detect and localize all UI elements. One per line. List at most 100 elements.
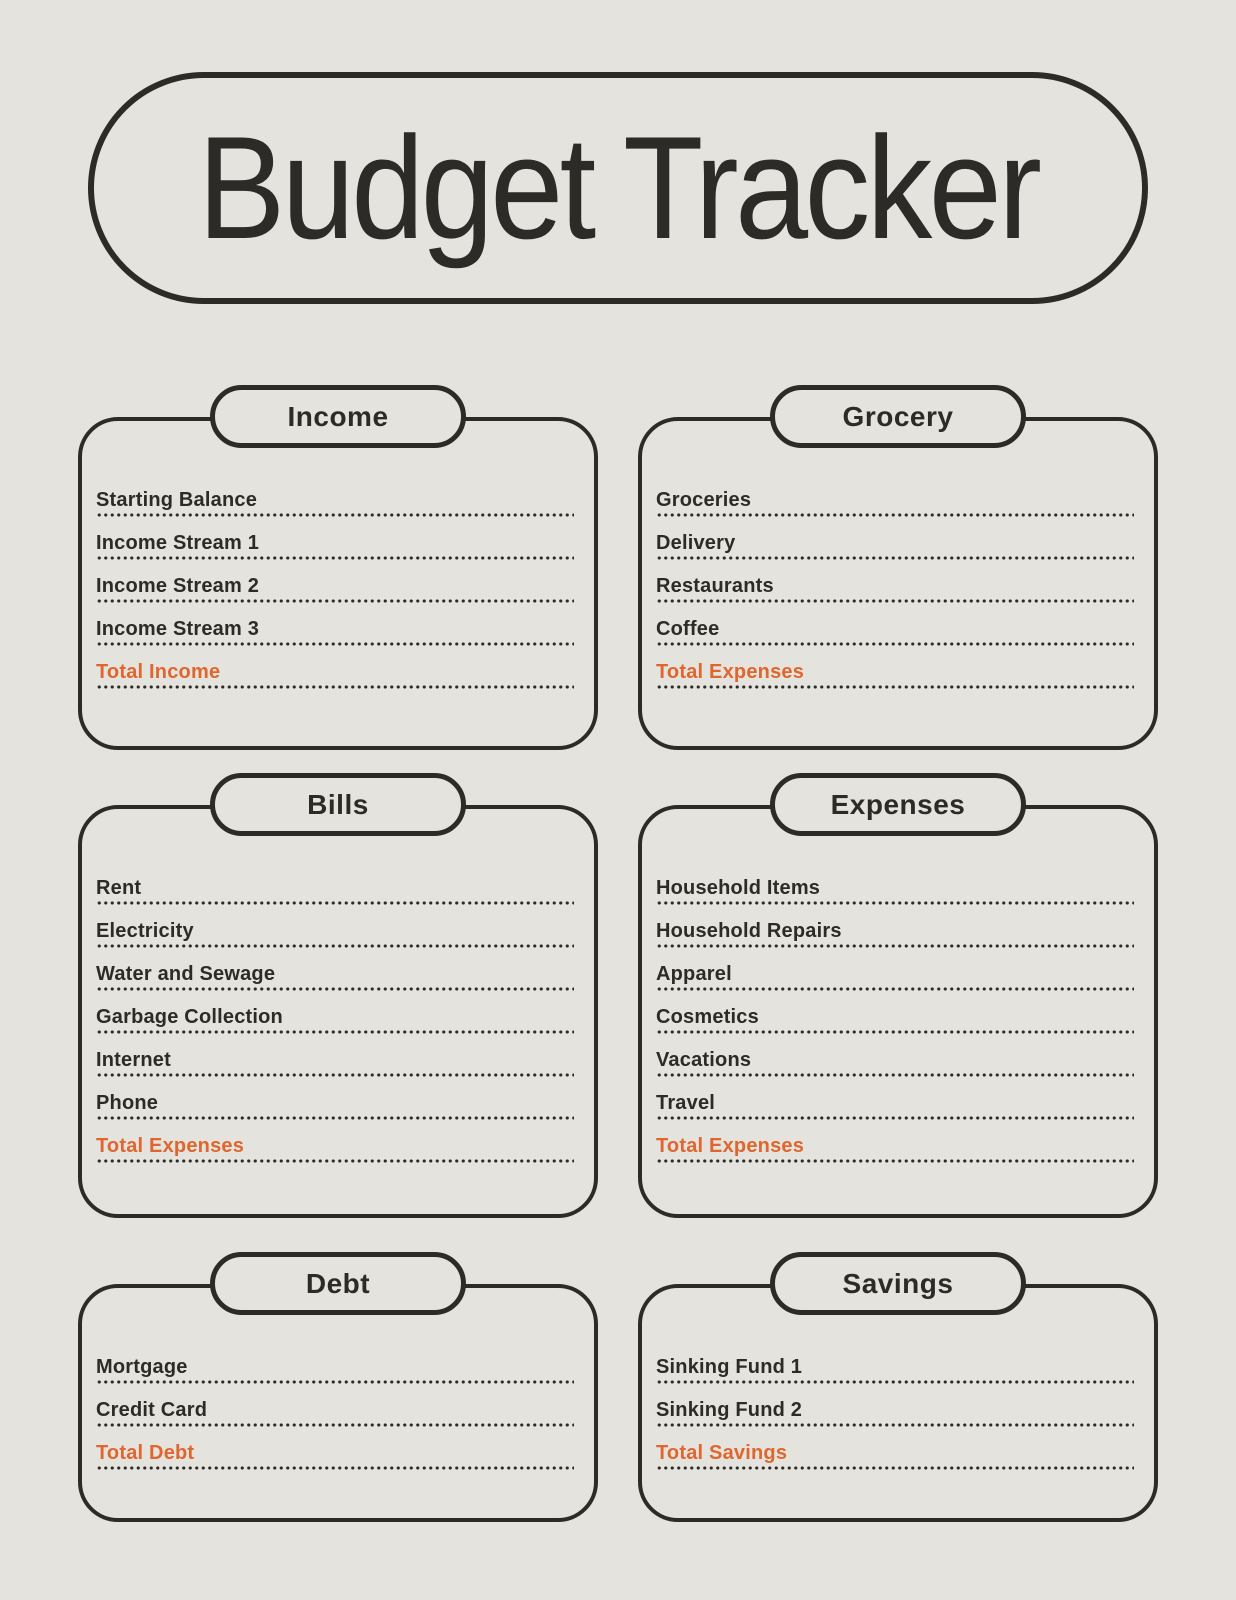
line-item: Restaurants <box>656 575 1134 603</box>
fill-in-line[interactable] <box>96 901 574 905</box>
fill-in-line[interactable] <box>656 1466 1134 1470</box>
line-item-label: Groceries <box>656 489 752 511</box>
fill-in-line[interactable] <box>656 1030 1134 1034</box>
fill-in-line[interactable] <box>656 1380 1134 1384</box>
fill-in-line[interactable] <box>656 944 1134 948</box>
line-item: Cosmetics <box>656 1006 1134 1034</box>
section-title: Income <box>287 400 389 432</box>
line-item-label: Starting Balance <box>96 489 258 511</box>
line-item-label: Income Stream 3 <box>96 618 260 640</box>
fill-in-line[interactable] <box>656 1159 1134 1163</box>
fill-in-line[interactable] <box>656 987 1134 991</box>
line-item: Credit Card <box>96 1399 574 1427</box>
line-item: Rent <box>96 877 574 905</box>
line-item-label: Internet <box>96 1049 171 1071</box>
line-item-label: Sinking Fund 2 <box>656 1399 803 1421</box>
line-item-label: Garbage Collection <box>96 1006 283 1028</box>
fill-in-line[interactable] <box>96 1466 574 1470</box>
line-item-label: Credit Card <box>96 1399 208 1421</box>
fill-in-line[interactable] <box>656 642 1134 646</box>
fill-in-line[interactable] <box>96 987 574 991</box>
line-item: Phone <box>96 1092 574 1120</box>
total-line-item: Total Expenses <box>656 1135 1134 1163</box>
section-body: Starting Balance Income Stream 1 Income … <box>78 417 598 750</box>
section-title: Bills <box>307 788 369 820</box>
fill-in-line[interactable] <box>96 1159 574 1163</box>
line-item: Income Stream 1 <box>96 532 574 560</box>
line-item: Vacations <box>656 1049 1134 1077</box>
fill-in-line[interactable] <box>96 642 574 646</box>
title-banner: Budget Tracker <box>88 72 1148 304</box>
fill-in-line[interactable] <box>656 1423 1134 1427</box>
line-item-label: Travel <box>656 1092 716 1114</box>
section-title: Debt <box>305 1267 371 1299</box>
total-label: Total Expenses <box>656 1135 805 1157</box>
fill-in-line[interactable] <box>96 1423 574 1427</box>
line-item-label: Electricity <box>96 920 194 942</box>
fill-in-line[interactable] <box>96 944 574 948</box>
fill-in-line[interactable] <box>656 685 1134 689</box>
fill-in-line[interactable] <box>656 1073 1134 1077</box>
line-item: Electricity <box>96 920 574 948</box>
section-tab: Savings <box>770 1252 1026 1315</box>
section-body: Groceries Delivery Restaurants Coffee To… <box>638 417 1158 750</box>
fill-in-line[interactable] <box>96 513 574 517</box>
total-line-item: Total Income <box>96 661 574 689</box>
line-item: Delivery <box>656 532 1134 560</box>
line-item: Income Stream 2 <box>96 575 574 603</box>
section-body: Household Items Household Repairs Appare… <box>638 805 1158 1218</box>
section-title: Savings <box>842 1267 954 1299</box>
line-item: Travel <box>656 1092 1134 1120</box>
fill-in-line[interactable] <box>96 556 574 560</box>
line-item-label: Rent <box>96 877 142 899</box>
fill-in-line[interactable] <box>96 1073 574 1077</box>
section-title: Expenses <box>830 788 966 820</box>
fill-in-line[interactable] <box>96 685 574 689</box>
section-tab: Grocery <box>770 385 1026 448</box>
section-tab: Expenses <box>770 773 1026 836</box>
line-item: Water and Sewage <box>96 963 574 991</box>
line-item: Groceries <box>656 489 1134 517</box>
line-item-label: Cosmetics <box>656 1006 759 1028</box>
line-item-label: Restaurants <box>656 575 774 597</box>
line-item-label: Apparel <box>656 963 732 985</box>
total-line-item: Total Debt <box>96 1442 574 1470</box>
fill-in-line[interactable] <box>656 599 1134 603</box>
fill-in-line[interactable] <box>96 1116 574 1120</box>
fill-in-line[interactable] <box>656 556 1134 560</box>
line-item: Apparel <box>656 963 1134 991</box>
total-label: Total Expenses <box>96 1135 245 1157</box>
fill-in-line[interactable] <box>656 901 1134 905</box>
section-body: Sinking Fund 1 Sinking Fund 2 Total Savi… <box>638 1284 1158 1522</box>
line-item-label: Mortgage <box>96 1356 188 1378</box>
fill-in-line[interactable] <box>96 599 574 603</box>
line-item-label: Sinking Fund 1 <box>656 1356 803 1378</box>
line-item: Coffee <box>656 618 1134 646</box>
total-line-item: Total Savings <box>656 1442 1134 1470</box>
total-label: Total Savings <box>656 1442 788 1464</box>
page-title: Budget Tracker <box>197 106 1042 269</box>
total-label: Total Debt <box>96 1442 195 1464</box>
total-line-item: Total Expenses <box>656 661 1134 689</box>
section-tab: Debt <box>210 1252 466 1315</box>
section-debt: Debt Mortgage Credit Card Total Debt <box>78 1252 598 1522</box>
line-item-label: Income Stream 1 <box>96 532 260 554</box>
fill-in-line[interactable] <box>656 1116 1134 1120</box>
line-item-label: Phone <box>96 1092 159 1114</box>
fill-in-line[interactable] <box>96 1030 574 1034</box>
line-item: Internet <box>96 1049 574 1077</box>
line-item-label: Vacations <box>656 1049 752 1071</box>
line-item-label: Delivery <box>656 532 736 554</box>
line-item-label: Income Stream 2 <box>96 575 260 597</box>
fill-in-line[interactable] <box>656 513 1134 517</box>
line-item-label: Household Items <box>656 877 821 899</box>
line-item: Household Repairs <box>656 920 1134 948</box>
fill-in-line[interactable] <box>96 1380 574 1384</box>
section-body: Mortgage Credit Card Total Debt <box>78 1284 598 1522</box>
section-bills: Bills Rent Electricity Water and Sewage … <box>78 773 598 1218</box>
section-income: Income Starting Balance Income Stream 1 … <box>78 385 598 750</box>
section-tab: Income <box>210 385 466 448</box>
line-item: Sinking Fund 1 <box>656 1356 1134 1384</box>
